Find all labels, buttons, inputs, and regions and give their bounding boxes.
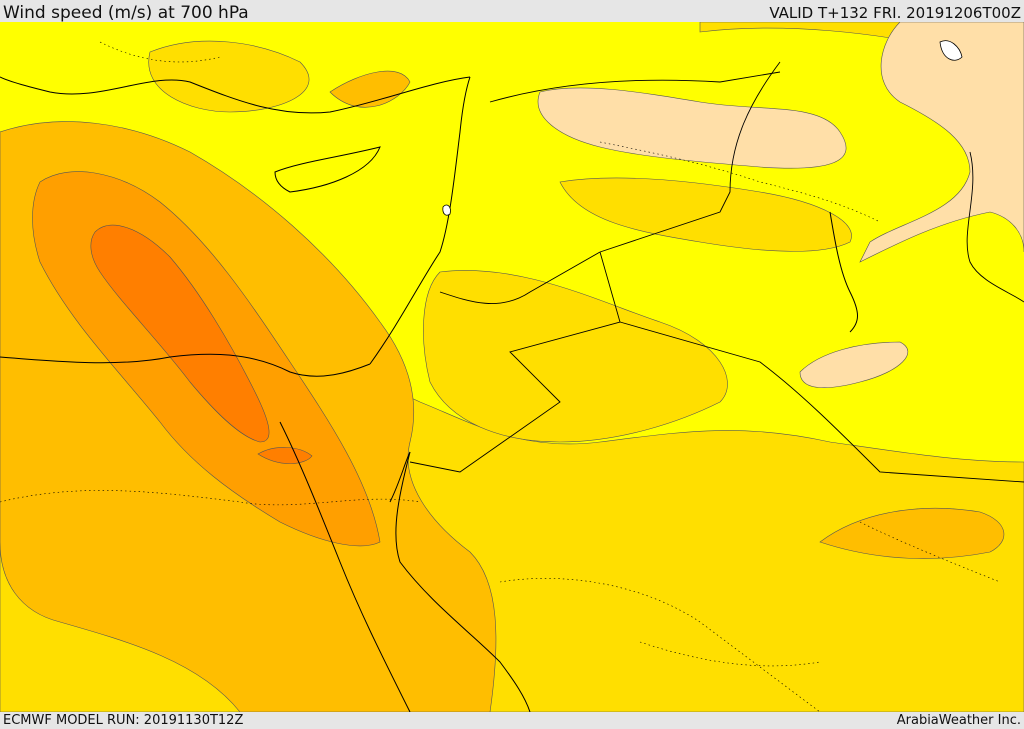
coastline-cyprus [274,146,381,193]
light-band-levant [423,270,728,443]
dotted-border-4 [99,41,221,63]
coastline-persian-gulf [829,211,858,333]
credit-label: ArabiaWeather Inc. [896,713,1021,728]
calm-band-areas [537,22,1024,388]
footer-bar: ECMWF MODEL RUN: 20191130T12Z ArabiaWeat… [0,712,1024,729]
calm-band-iran [859,22,1024,263]
border-iraq-iran [599,61,781,253]
coastline-mediterranean-south [0,353,371,377]
border-iraq-saudi [619,321,1024,483]
coastline-red-sea-east [395,451,531,712]
dotted-border-3 [599,141,881,223]
dead-sea [442,204,451,216]
model-run-label: ECMWF MODEL RUN: 20191130T12Z [3,713,244,728]
mid-band-spot-north [329,70,411,108]
light-band-northwest [148,40,310,113]
internal-borders [0,41,1001,712]
valid-time-label: VALID T+132 FRI. 20191206T00Z [769,4,1021,22]
political-borders [409,61,1024,483]
calm-band-gulf [799,341,909,388]
border-syria-jordan [439,251,601,304]
light-band-mesopotamia [559,177,852,252]
border-jordan-saudi [409,251,621,473]
coastline-red-sea-west [279,421,411,712]
map-title: Wind speed (m/s) at 700 hPa [3,3,249,23]
calm-band-iraq [537,87,847,169]
max-band-spot [257,447,313,464]
coastline-gulf-of-aqaba [389,451,411,503]
border-syria-iraq [489,71,781,103]
water-patches [442,40,963,216]
map-canvas [0,22,1024,712]
border-iran-gulf [966,151,1024,303]
dotted-border-2 [499,578,821,712]
lake-van [939,40,963,61]
mid-band-eastern [819,508,1005,559]
coastlines [0,76,858,712]
header-bar: Wind speed (m/s) at 700 hPa VALID T+132 … [0,0,1024,23]
coastline-turkey [0,76,471,114]
dotted-border-5 [859,521,1001,583]
max-band-core [90,224,270,443]
wind-speed-map [0,22,1024,712]
coastline-levant [369,76,471,365]
max-band-areas [90,224,313,464]
